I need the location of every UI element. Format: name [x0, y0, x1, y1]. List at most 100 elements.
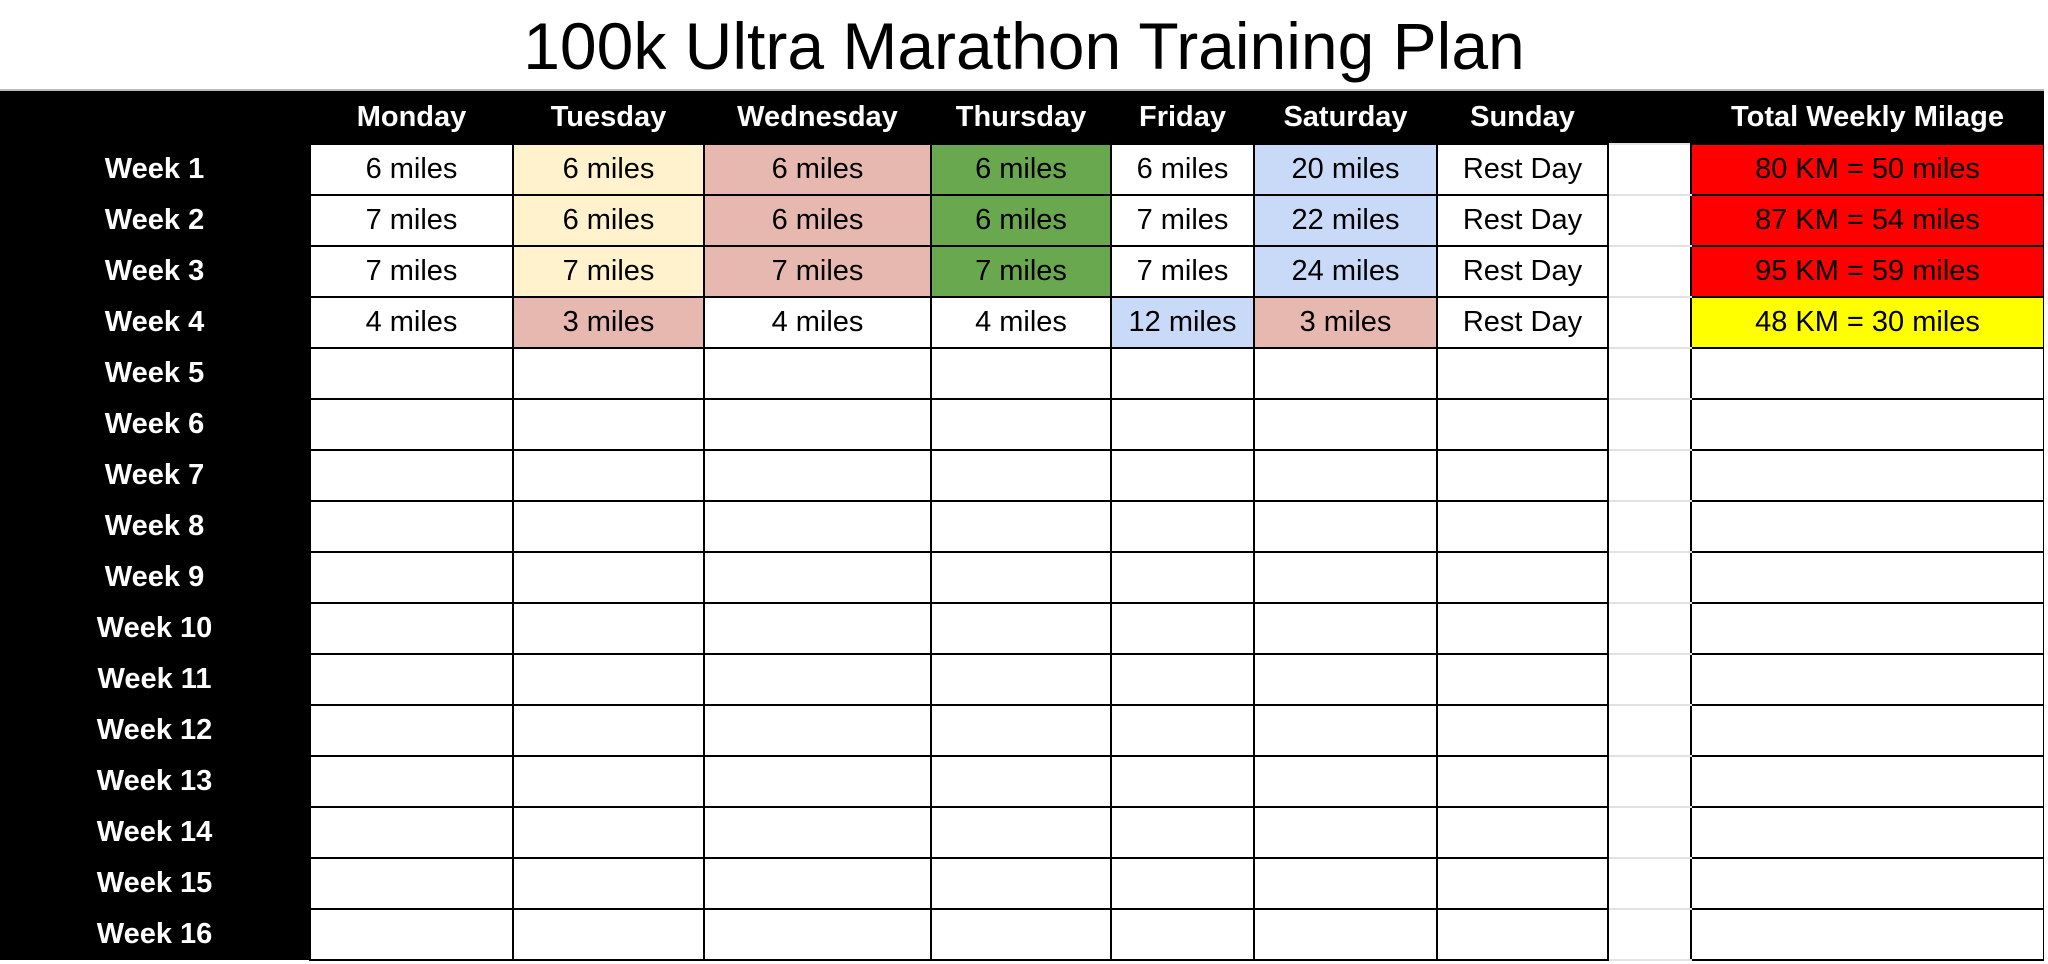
day-cell-wednesday[interactable]	[703, 908, 932, 961]
day-cell-tuesday[interactable]	[512, 755, 705, 808]
day-cell-sunday[interactable]	[1436, 653, 1609, 706]
day-cell-friday[interactable]	[1110, 755, 1255, 808]
day-cell-friday[interactable]: 6 miles	[1110, 143, 1255, 196]
day-cell-tuesday[interactable]: 6 miles	[512, 143, 705, 196]
day-cell-thursday[interactable]	[930, 857, 1112, 910]
week-label[interactable]: Week 14	[0, 807, 310, 858]
day-cell-tuesday[interactable]	[512, 398, 705, 451]
day-cell-sunday[interactable]: Rest Day	[1436, 245, 1609, 298]
day-cell-sunday[interactable]	[1436, 398, 1609, 451]
total-cell[interactable]: 87 KM = 54 miles	[1690, 194, 2045, 247]
total-cell[interactable]	[1690, 704, 2045, 757]
week-label[interactable]: Week 16	[0, 909, 310, 960]
day-cell-saturday[interactable]	[1253, 704, 1438, 757]
total-cell[interactable]: 48 KM = 30 miles	[1690, 296, 2045, 349]
day-cell-friday[interactable]	[1110, 602, 1255, 655]
spacer-cell[interactable]	[1607, 500, 1692, 553]
day-cell-wednesday[interactable]	[703, 449, 932, 502]
day-cell-saturday[interactable]: 3 miles	[1253, 296, 1438, 349]
day-cell-sunday[interactable]: Rest Day	[1436, 194, 1609, 247]
day-cell-friday[interactable]	[1110, 347, 1255, 400]
day-cell-saturday[interactable]	[1253, 755, 1438, 808]
day-cell-sunday[interactable]	[1436, 602, 1609, 655]
spacer-cell[interactable]	[1607, 602, 1692, 655]
week-label[interactable]: Week 15	[0, 858, 310, 909]
day-cell-thursday[interactable]	[930, 602, 1112, 655]
day-cell-thursday[interactable]: 6 miles	[930, 194, 1112, 247]
column-header-wednesday[interactable]: Wednesday	[704, 91, 931, 144]
day-cell-sunday[interactable]	[1436, 704, 1609, 757]
day-cell-friday[interactable]	[1110, 908, 1255, 961]
week-label[interactable]: Week 4	[0, 297, 310, 348]
day-cell-friday[interactable]	[1110, 653, 1255, 706]
column-header-thursday[interactable]: Thursday	[931, 91, 1111, 144]
day-cell-wednesday[interactable]	[703, 500, 932, 553]
day-cell-tuesday[interactable]	[512, 500, 705, 553]
day-cell-saturday[interactable]: 20 miles	[1253, 143, 1438, 196]
day-cell-wednesday[interactable]	[703, 398, 932, 451]
day-cell-wednesday[interactable]	[703, 347, 932, 400]
day-cell-thursday[interactable]	[930, 908, 1112, 961]
total-cell[interactable]	[1690, 653, 2045, 706]
day-cell-monday[interactable]	[309, 602, 514, 655]
day-cell-monday[interactable]: 4 miles	[309, 296, 514, 349]
total-cell[interactable]	[1690, 806, 2045, 859]
day-cell-monday[interactable]	[309, 347, 514, 400]
day-cell-saturday[interactable]	[1253, 347, 1438, 400]
day-cell-saturday[interactable]	[1253, 908, 1438, 961]
day-cell-wednesday[interactable]	[703, 602, 932, 655]
day-cell-friday[interactable]: 7 miles	[1110, 194, 1255, 247]
day-cell-thursday[interactable]: 4 miles	[930, 296, 1112, 349]
day-cell-thursday[interactable]: 7 miles	[930, 245, 1112, 298]
day-cell-friday[interactable]	[1110, 806, 1255, 859]
day-cell-friday[interactable]	[1110, 551, 1255, 604]
week-label[interactable]: Week 8	[0, 501, 310, 552]
day-cell-friday[interactable]: 12 miles	[1110, 296, 1255, 349]
week-label[interactable]: Week 12	[0, 705, 310, 756]
day-cell-monday[interactable]	[309, 449, 514, 502]
day-cell-wednesday[interactable]: 6 miles	[703, 194, 932, 247]
day-cell-thursday[interactable]	[930, 398, 1112, 451]
day-cell-saturday[interactable]	[1253, 551, 1438, 604]
day-cell-saturday[interactable]	[1253, 653, 1438, 706]
day-cell-tuesday[interactable]	[512, 602, 705, 655]
day-cell-tuesday[interactable]	[512, 704, 705, 757]
day-cell-tuesday[interactable]	[512, 347, 705, 400]
column-header-saturday[interactable]: Saturday	[1254, 91, 1437, 144]
day-cell-sunday[interactable]	[1436, 500, 1609, 553]
week-label[interactable]: Week 1	[0, 144, 310, 195]
day-cell-monday[interactable]	[309, 704, 514, 757]
total-cell[interactable]	[1690, 551, 2045, 604]
total-cell[interactable]	[1690, 449, 2045, 502]
day-cell-wednesday[interactable]: 7 miles	[703, 245, 932, 298]
day-cell-tuesday[interactable]: 6 miles	[512, 194, 705, 247]
day-cell-friday[interactable]: 7 miles	[1110, 245, 1255, 298]
day-cell-monday[interactable]: 7 miles	[309, 194, 514, 247]
day-cell-monday[interactable]	[309, 551, 514, 604]
day-cell-wednesday[interactable]	[703, 806, 932, 859]
week-label[interactable]: Week 13	[0, 756, 310, 807]
spacer-cell[interactable]	[1607, 806, 1692, 859]
day-cell-friday[interactable]	[1110, 704, 1255, 757]
spacer-cell[interactable]	[1607, 755, 1692, 808]
day-cell-saturday[interactable]	[1253, 398, 1438, 451]
week-label[interactable]: Week 11	[0, 654, 310, 705]
spacer-cell[interactable]	[1607, 653, 1692, 706]
spacer-cell[interactable]	[1607, 857, 1692, 910]
day-cell-thursday[interactable]: 6 miles	[930, 143, 1112, 196]
total-cell[interactable]: 80 KM = 50 miles	[1690, 143, 2045, 196]
day-cell-sunday[interactable]	[1436, 806, 1609, 859]
total-cell[interactable]	[1690, 602, 2045, 655]
day-cell-wednesday[interactable]: 4 miles	[703, 296, 932, 349]
day-cell-sunday[interactable]	[1436, 551, 1609, 604]
spacer-cell[interactable]	[1607, 551, 1692, 604]
day-cell-thursday[interactable]	[930, 704, 1112, 757]
spacer-cell[interactable]	[1607, 398, 1692, 451]
day-cell-saturday[interactable]: 22 miles	[1253, 194, 1438, 247]
day-cell-monday[interactable]: 6 miles	[309, 143, 514, 196]
day-cell-tuesday[interactable]: 3 miles	[512, 296, 705, 349]
day-cell-sunday[interactable]	[1436, 908, 1609, 961]
day-cell-tuesday[interactable]	[512, 449, 705, 502]
column-header-sunday[interactable]: Sunday	[1437, 91, 1608, 144]
total-cell[interactable]: 95 KM = 59 miles	[1690, 245, 2045, 298]
